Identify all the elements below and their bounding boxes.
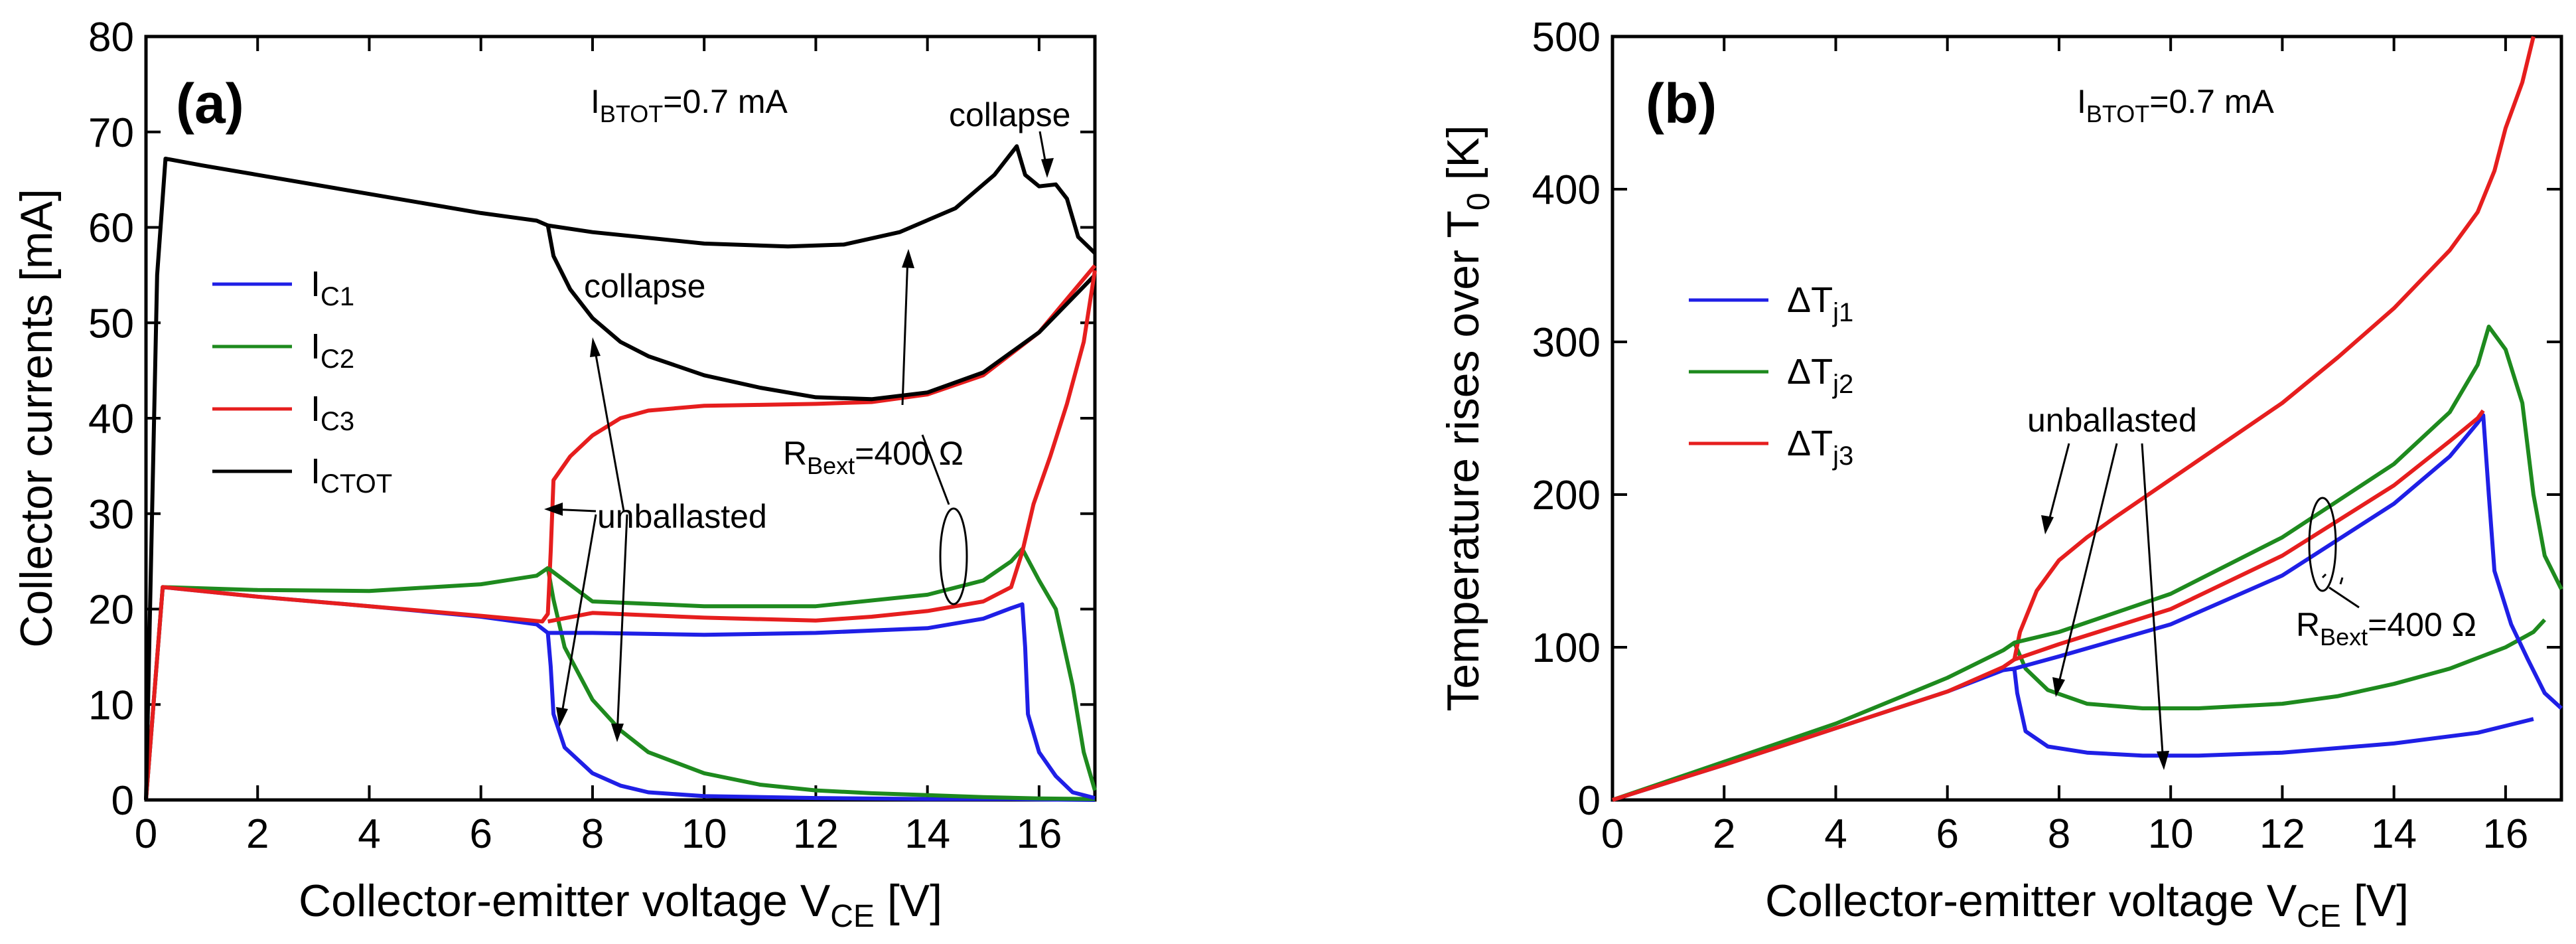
series-line-extra-4 bbox=[2013, 325, 2563, 645]
series-line-extra-5 bbox=[546, 546, 1097, 791]
legend-entry-dtj3: ΔTj3 bbox=[1689, 424, 1853, 471]
panel-b-annotation-arrows bbox=[2046, 443, 2360, 764]
series-line-j3 bbox=[1612, 36, 2536, 802]
series-line-c1 bbox=[144, 585, 1096, 802]
panel-a-ibtot-annotation: IBTOT=0.7 mA bbox=[591, 83, 788, 127]
x-tick-label: 4 bbox=[1824, 811, 1847, 857]
legend-label-dtj2: ΔTj2 bbox=[1787, 352, 1853, 399]
y-tick-label: 70 bbox=[88, 110, 134, 156]
x-tick-label: 10 bbox=[2148, 811, 2194, 857]
legend-label-ictot: ICTOT bbox=[311, 451, 392, 499]
x-tick-label: 12 bbox=[793, 811, 839, 857]
legend-entry-dtj2: ΔTj2 bbox=[1689, 352, 1853, 399]
series-line-j1 bbox=[1612, 667, 2534, 802]
y-tick-label: 200 bbox=[1532, 473, 1601, 518]
y-tick-label: 50 bbox=[88, 301, 134, 347]
x-tick-label: 16 bbox=[1016, 811, 1062, 857]
y-tick-label: 30 bbox=[88, 492, 134, 538]
legend-entry-ic1: IC1 bbox=[212, 264, 354, 311]
panel-b-legend: ΔTj1 ΔTj2 ΔTj3 bbox=[1689, 280, 1853, 471]
y-tick-label: 100 bbox=[1532, 625, 1601, 671]
panel-b-x-axis-title: Collector-emitter voltage VCE [V] bbox=[1765, 876, 2409, 934]
panel-a-y-axis-title: Collector currents [mA] bbox=[11, 189, 62, 648]
y-tick-label: 10 bbox=[88, 682, 134, 728]
legend-entry-ictot: ICTOT bbox=[212, 451, 392, 499]
panel-a-series bbox=[144, 144, 1097, 802]
legend-label-ic1: IC1 bbox=[311, 264, 354, 311]
y-tick-label: 80 bbox=[88, 15, 134, 60]
panel-a-label: (a) bbox=[176, 72, 244, 135]
panel-b-unballasted-annotation: unballasted bbox=[2027, 402, 2197, 439]
panel-a-annotation-arrows bbox=[550, 131, 1048, 736]
panel-b-annotation-arrowheads bbox=[2041, 515, 2169, 770]
y-tick-label: 500 bbox=[1532, 15, 1601, 60]
y-tick-label: 40 bbox=[88, 396, 134, 442]
panel-b-rbext-annotation: RBext=400 Ω bbox=[2296, 606, 2476, 651]
y-tick-label: 0 bbox=[111, 778, 134, 824]
x-tick-label: 10 bbox=[681, 811, 727, 857]
legend-label-dtj3: ΔTj3 bbox=[1787, 424, 1853, 471]
panel-a: 0 10 20 30 40 50 60 70 80 0 2 4 6 8 10 12 14 16 (a) IBTO… bbox=[11, 15, 1097, 934]
panel-b-ibtot-annotation: IBTOT=0.7 mA bbox=[2077, 83, 2274, 127]
series-line-extra-5 bbox=[2013, 409, 2485, 662]
series-line-ctot bbox=[144, 157, 1097, 801]
x-tick-label: 6 bbox=[1936, 811, 1958, 857]
panel-b-series bbox=[1612, 36, 2563, 802]
x-tick-label: 2 bbox=[246, 811, 269, 857]
panel-b: 0 100 200 300 400 500 0 2 4 6 8 10 12 14 16 (b) IBTOT… bbox=[1438, 15, 2563, 934]
x-tick-label: 14 bbox=[904, 811, 950, 857]
x-tick-label: 0 bbox=[135, 811, 157, 857]
x-tick-label: 8 bbox=[2048, 811, 2070, 857]
panel-a-x-ticks: 0 2 4 6 8 10 12 14 16 bbox=[135, 37, 1062, 857]
y-tick-label: 0 bbox=[1578, 778, 1601, 824]
series-line-c3 bbox=[144, 264, 1097, 801]
panel-b-label: (b) bbox=[1646, 72, 1717, 135]
panel-b-y-ticks: 0 100 200 300 400 500 bbox=[1532, 15, 2561, 824]
series-line-j2 bbox=[1612, 618, 2547, 802]
series-line-c2 bbox=[144, 566, 1096, 801]
series-line-extra-7 bbox=[547, 144, 1097, 255]
series-line-extra-4 bbox=[547, 602, 1096, 801]
legend-entry-ic3: IC3 bbox=[212, 389, 354, 436]
legend-entry-dtj1: ΔTj1 bbox=[1689, 280, 1853, 327]
series-line-extra-3 bbox=[2013, 413, 2563, 710]
panel-b-x-ticks: 0 2 4 6 8 10 12 14 16 bbox=[1601, 37, 2528, 857]
panel-a-rbext-annotation: RBext=400 Ω bbox=[783, 435, 964, 479]
legend-label-ic3: IC3 bbox=[311, 389, 354, 436]
legend-label-ic2: IC2 bbox=[311, 327, 354, 374]
x-tick-label: 8 bbox=[581, 811, 604, 857]
x-tick-label: 12 bbox=[2259, 811, 2305, 857]
panel-a-legend: IC1 IC2 IC3 ICTOT bbox=[212, 264, 392, 499]
panel-a-collapse-top-annotation: collapse bbox=[949, 96, 1070, 133]
series-line-extra-6 bbox=[547, 270, 1097, 624]
x-tick-label: 4 bbox=[358, 811, 380, 857]
panel-a-y-ticks: 0 10 20 30 40 50 60 70 80 bbox=[88, 15, 1095, 824]
y-tick-label: 20 bbox=[88, 588, 134, 633]
legend-entry-ic2: IC2 bbox=[212, 327, 354, 374]
panel-a-annotation-arrowheads bbox=[544, 158, 1054, 742]
x-tick-label: 14 bbox=[2371, 811, 2417, 857]
x-tick-label: 0 bbox=[1601, 811, 1624, 857]
panel-b-plot-frame bbox=[1610, 35, 2563, 802]
x-tick-label: 6 bbox=[469, 811, 492, 857]
y-tick-label: 400 bbox=[1532, 167, 1601, 213]
x-tick-label: 16 bbox=[2482, 811, 2528, 857]
y-tick-label: 300 bbox=[1532, 320, 1601, 366]
y-tick-label: 60 bbox=[88, 206, 134, 252]
legend-label-dtj1: ΔTj1 bbox=[1787, 280, 1853, 327]
panel-a-x-axis-title: Collector-emitter voltage VCE [V] bbox=[299, 876, 942, 934]
x-tick-label: 2 bbox=[1713, 811, 1735, 857]
panel-a-collapse-mid-annotation: collapse bbox=[584, 268, 705, 305]
panel-b-y-axis-title: Temperature rises over T0 [K] bbox=[1438, 125, 1496, 711]
